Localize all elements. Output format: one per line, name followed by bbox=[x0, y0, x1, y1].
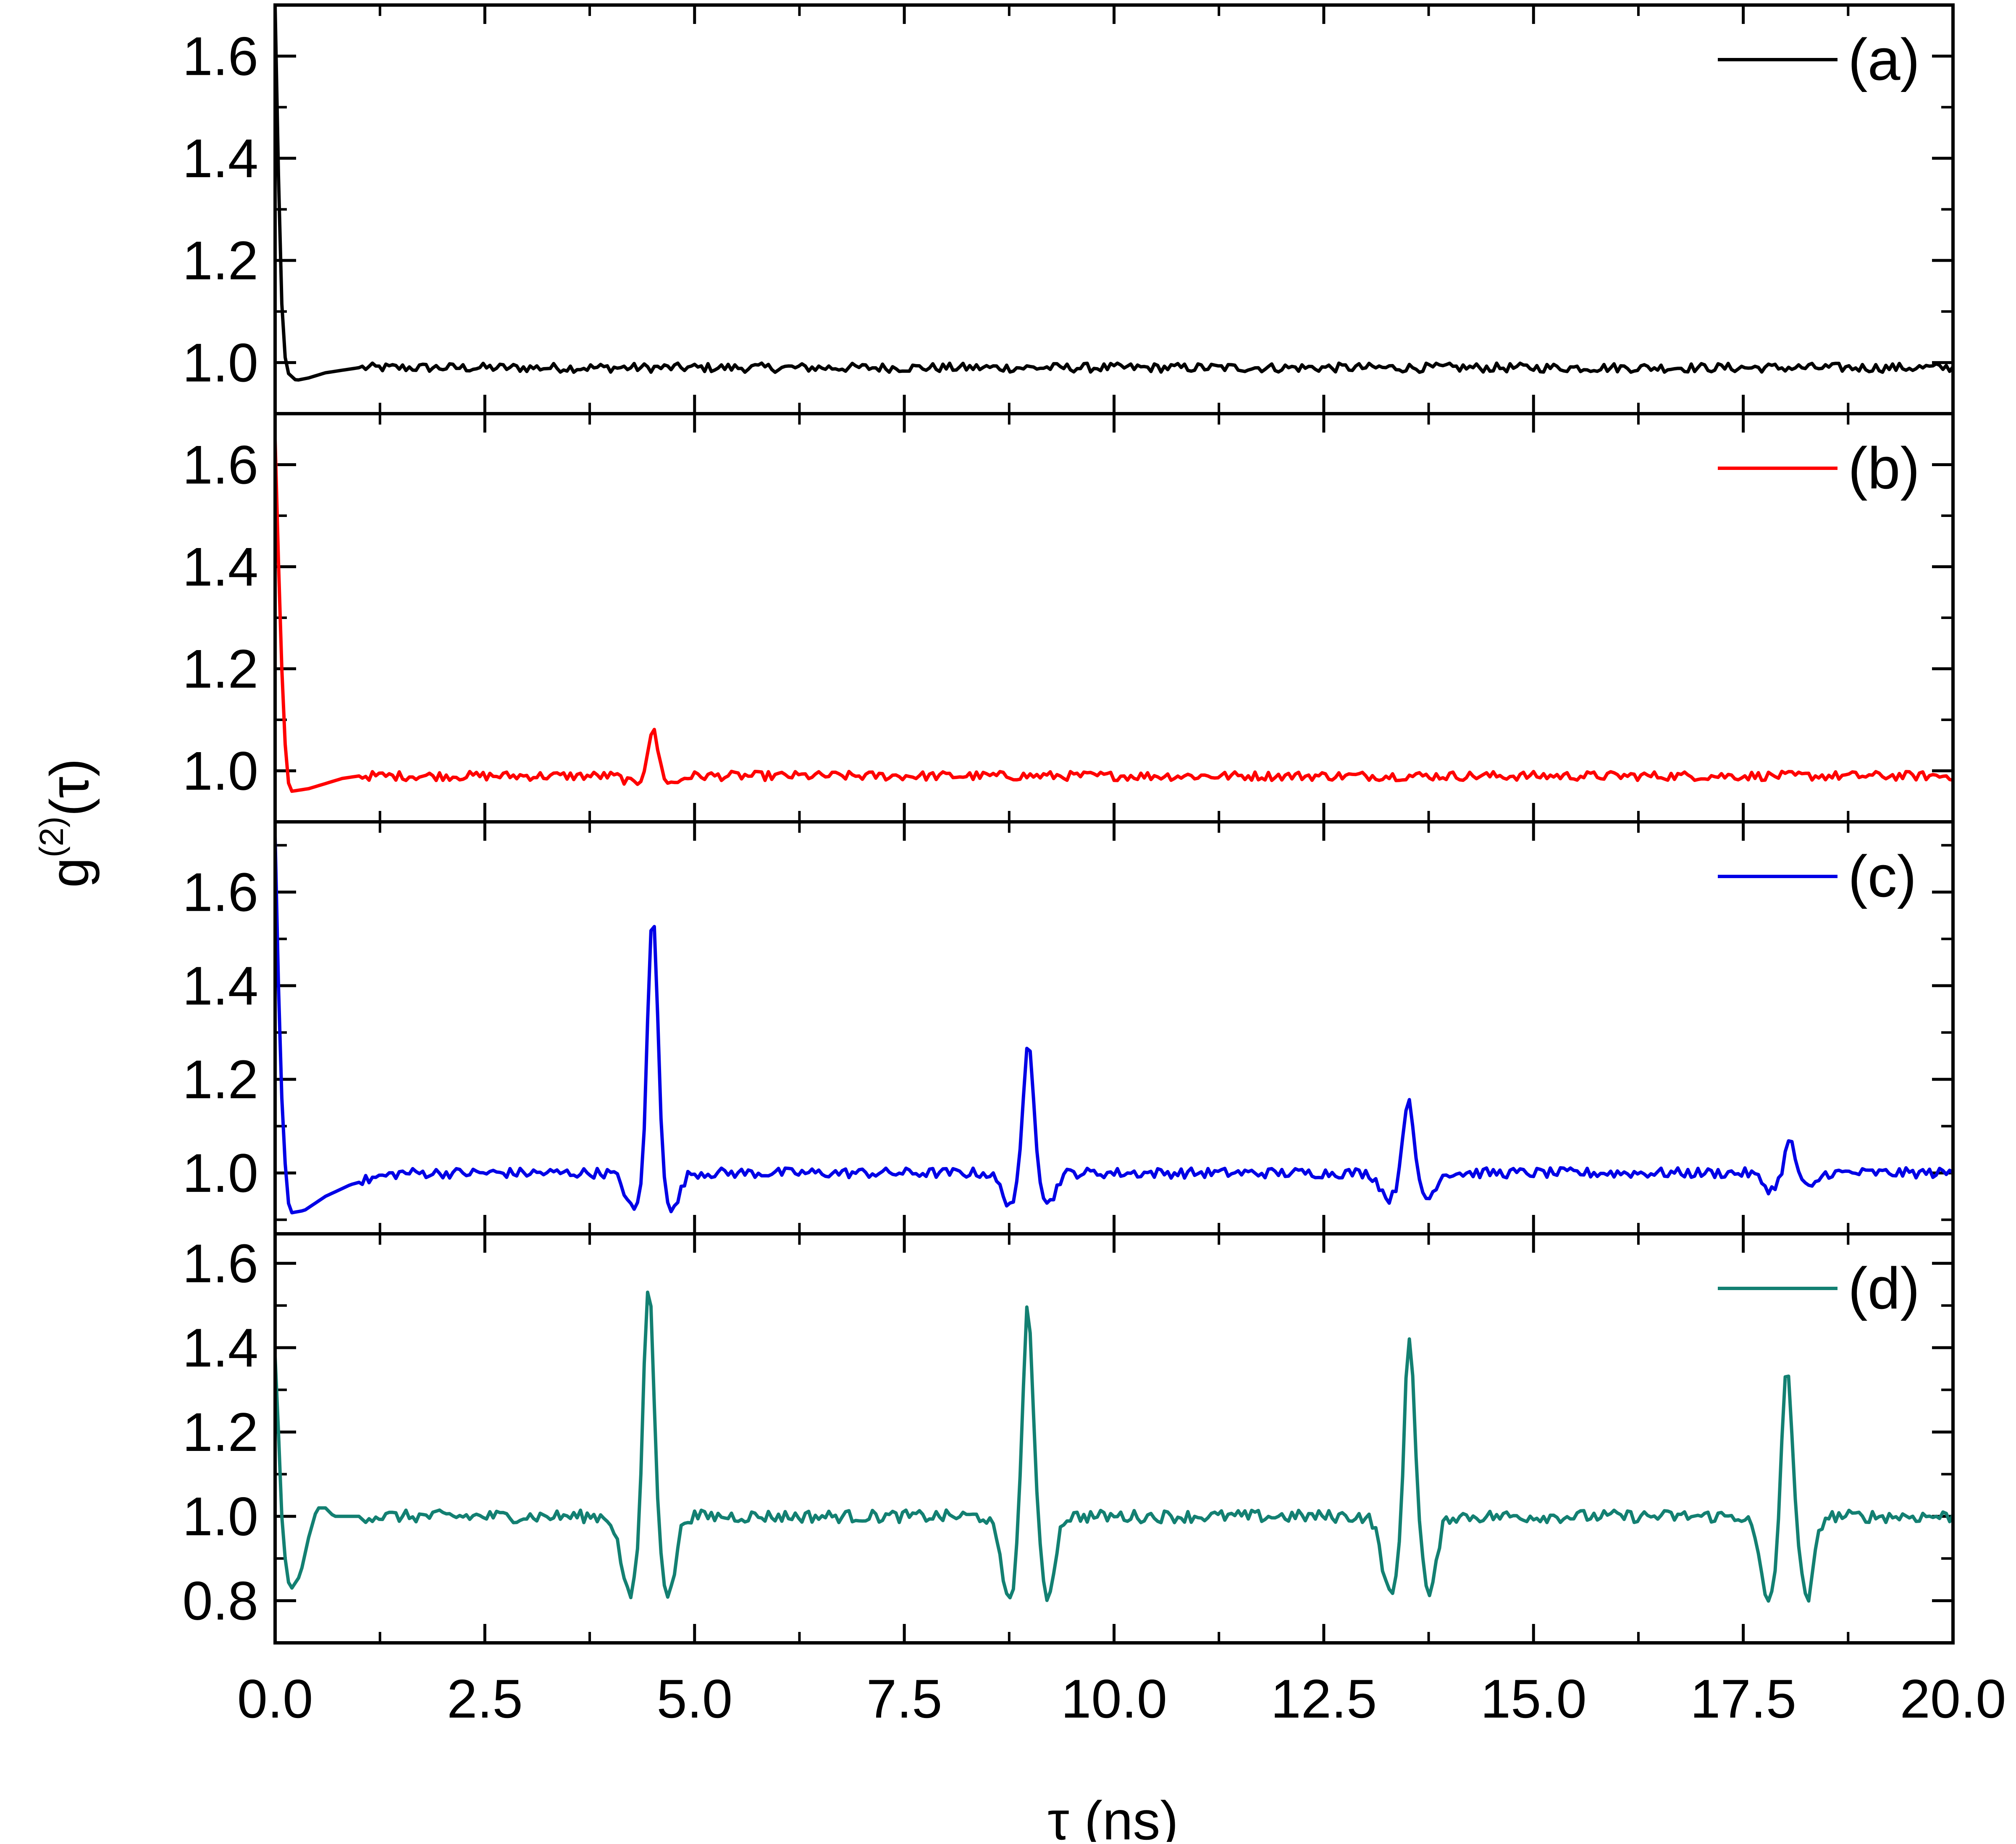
y-tick-label: 1.2 bbox=[182, 1401, 258, 1463]
panel-frame bbox=[273, 412, 1955, 824]
y-tick-label: 1.6 bbox=[182, 26, 258, 87]
legend-label: (d) bbox=[1848, 1255, 1920, 1321]
x-axis-label: τ (ns) bbox=[1047, 1790, 1178, 1842]
series-line-b bbox=[273, 439, 1953, 793]
y-tick-label: 1.0 bbox=[182, 1142, 258, 1204]
panel-b: 1.0 1.2 1.4 1.6 (b) bbox=[182, 412, 1955, 824]
legend-label: (b) bbox=[1848, 435, 1920, 501]
series-line-d bbox=[273, 1291, 1955, 1603]
x-tick-label: 20.0 bbox=[1900, 1668, 2006, 1729]
y-axis-label: g(2)(τ) bbox=[33, 758, 100, 888]
x-tick-label: 2.5 bbox=[447, 1668, 523, 1729]
panels-layer: 1.01.21.41.6 (a)1.01.21.41.6 (b)1.01.21.41… bbox=[182, 3, 1955, 1645]
y-tick-label: 1.4 bbox=[182, 128, 258, 189]
y-tick-label: 1.2 bbox=[182, 1049, 258, 1110]
x-tick-label: 17.5 bbox=[1690, 1668, 1796, 1729]
series-line-a bbox=[273, 5, 1955, 382]
y-axis-label-superscript: (2) bbox=[33, 816, 70, 858]
x-axis: 0.0 2.5 5.0 7.5 10.0 12.5 15.0 17.5 20.0 bbox=[237, 1668, 2006, 1729]
y-axis-label-argument: (τ) bbox=[39, 758, 100, 816]
y-tick-label: 1.0 bbox=[182, 332, 258, 393]
x-tick-label: 0.0 bbox=[237, 1668, 313, 1729]
x-tick-label: 5.0 bbox=[656, 1668, 732, 1729]
x-tick-label: 15.0 bbox=[1480, 1668, 1587, 1729]
y-tick-label: 1.0 bbox=[182, 1486, 258, 1547]
y-tick-label: 1.4 bbox=[182, 955, 258, 1016]
y-tick-label: 1.2 bbox=[182, 230, 258, 291]
x-tick-label: 12.5 bbox=[1270, 1668, 1377, 1729]
y-tick-label: 1.4 bbox=[182, 536, 258, 598]
y-tick-label: 1.0 bbox=[182, 740, 258, 802]
legend-label: (a) bbox=[1848, 26, 1920, 92]
y-tick-label: 0.8 bbox=[182, 1570, 258, 1632]
y-tick-label: 1.6 bbox=[182, 1233, 258, 1294]
y-tick-label: 1.2 bbox=[182, 638, 258, 700]
panel-c: 1.0 1.2 1.4 1.6 (c) bbox=[182, 820, 1955, 1235]
series-line-c bbox=[273, 836, 1954, 1214]
x-tick-label: 7.5 bbox=[866, 1668, 942, 1729]
y-axis-label-main: g bbox=[39, 858, 100, 888]
legend-label: (c) bbox=[1848, 843, 1916, 909]
panel-frame bbox=[273, 1232, 1955, 1645]
y-tick-label: 1.4 bbox=[182, 1317, 258, 1378]
panel-d: 0.8 1.0 1.2 1.4 1.6 (d) bbox=[182, 1232, 1955, 1645]
x-tick-label: 10.0 bbox=[1061, 1668, 1167, 1729]
panel-a: 1.0 1.2 1.4 1.6 (a) bbox=[182, 3, 1955, 415]
y-tick-label: 1.6 bbox=[182, 861, 258, 923]
panel-frame bbox=[273, 3, 1955, 415]
y-tick-label: 1.6 bbox=[182, 434, 258, 496]
